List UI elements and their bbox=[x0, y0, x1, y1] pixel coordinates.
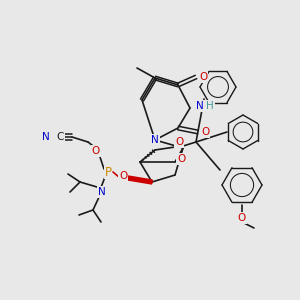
Text: O: O bbox=[199, 72, 207, 82]
FancyArrow shape bbox=[128, 176, 152, 184]
Text: O: O bbox=[201, 127, 209, 137]
Text: O: O bbox=[238, 213, 246, 223]
Text: P: P bbox=[104, 166, 112, 178]
Text: O: O bbox=[175, 137, 183, 147]
Text: N: N bbox=[98, 187, 106, 197]
Text: N: N bbox=[151, 135, 159, 145]
Text: O: O bbox=[92, 146, 100, 156]
Text: O: O bbox=[177, 154, 185, 164]
Text: O: O bbox=[119, 171, 127, 181]
Text: H: H bbox=[206, 101, 214, 111]
Text: C: C bbox=[56, 132, 64, 142]
Text: N: N bbox=[42, 132, 50, 142]
Text: N: N bbox=[196, 101, 204, 111]
